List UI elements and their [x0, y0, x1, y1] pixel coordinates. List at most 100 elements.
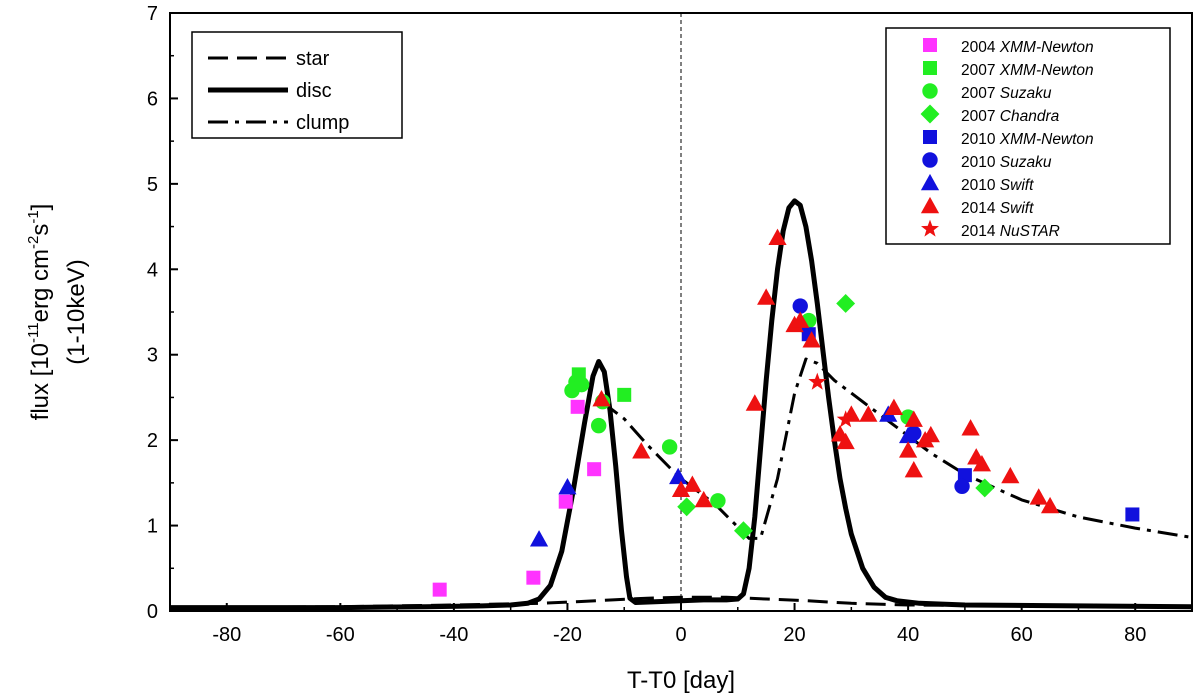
- legend-year: 2007: [961, 108, 1000, 125]
- point-2014-swift: [632, 442, 651, 459]
- data-points: [432, 228, 1140, 597]
- x-tick-label: 40: [897, 624, 919, 646]
- point-2014-swift: [757, 288, 776, 305]
- y-title-s: s: [27, 224, 54, 236]
- legend-star-label: star: [296, 48, 330, 70]
- y-tick-label: 3: [147, 345, 158, 367]
- model-legend-frame: [191, 31, 403, 139]
- point-2014-swift: [802, 331, 821, 348]
- point-2004-xmm-newton: [570, 399, 585, 414]
- point-2014-swift: [899, 441, 918, 458]
- y-title-exp3: -1: [25, 210, 42, 223]
- point-2004-xmm-newton: [526, 570, 541, 585]
- point-2004-xmm-newton: [558, 494, 573, 509]
- point-2014-swift: [884, 398, 904, 415]
- y-title-exp1: -11: [25, 322, 42, 343]
- legend-marker: [920, 104, 940, 124]
- legend-year: 2007: [961, 62, 1000, 79]
- point-2014-swift: [904, 410, 923, 427]
- point-2014-swift: [745, 394, 764, 411]
- legend-marker: [920, 173, 940, 191]
- legend-year: 2014: [961, 223, 1000, 240]
- point-2014-swift: [1040, 496, 1060, 514]
- point-2007-suzaku: [661, 439, 678, 455]
- legend-marker: [922, 152, 938, 168]
- legend-entry-label: 2010 Swift: [961, 177, 1034, 194]
- point-2007-chandra: [677, 497, 697, 517]
- point-2014-nustar: [808, 372, 827, 390]
- point-2007-chandra: [836, 294, 856, 313]
- point-2014-swift: [921, 425, 940, 443]
- point-2010-swift: [558, 478, 577, 495]
- legend-year: 2004: [961, 39, 1000, 56]
- y-tick-label: 6: [147, 88, 158, 110]
- model-curve-star: [170, 595, 1192, 610]
- x-axis-ticks: -80 -60 -40 -20 0 20 40 60 80: [169, 603, 1193, 646]
- point-2007-suzaku: [590, 417, 607, 434]
- point-2014-swift: [1001, 466, 1020, 484]
- x-tick-label: -80: [212, 624, 241, 646]
- x-tick-label: 80: [1124, 624, 1146, 646]
- legend-year: 2010: [961, 177, 1000, 194]
- y-title-mid: erg cm: [27, 249, 54, 322]
- legend-disc-label: disc: [296, 80, 332, 102]
- point-2014-swift: [836, 432, 855, 450]
- point-2014-swift: [592, 390, 611, 407]
- point-2014-swift: [904, 460, 923, 478]
- point-2010-suzaku: [792, 298, 808, 314]
- legend-instrument: XMM-Newton: [999, 62, 1094, 79]
- legend-marker: [922, 83, 938, 99]
- legend-entry-label: 2007 XMM-Newton: [961, 62, 1094, 79]
- y-tick-label: 4: [147, 259, 158, 281]
- legend-entry-label: 2010 XMM-Newton: [961, 131, 1094, 148]
- point-2014-swift: [768, 228, 787, 245]
- legend-instrument: Chandra: [1000, 108, 1060, 125]
- point-2014-nustar: [836, 410, 855, 428]
- legend-instrument: Suzaku: [1000, 154, 1052, 171]
- x-axis-title: T-T0 [day]: [627, 667, 735, 694]
- legend-marker: [923, 130, 937, 144]
- y-axis-ticks: 0 1 2 3 4 5 6 7: [147, 3, 178, 623]
- point-2014-swift: [859, 405, 878, 422]
- model-curve-disc: [170, 198, 1192, 611]
- point-2014-swift: [791, 311, 810, 328]
- y-tick-label: 2: [147, 430, 158, 452]
- legend-marker: [923, 38, 937, 52]
- y-title-exp2: -2: [25, 236, 42, 249]
- legend-marker: [920, 196, 940, 214]
- legend-entry-label: 2014 Swift: [961, 200, 1034, 217]
- legend-entry-label: 2010 Suzaku: [961, 154, 1052, 171]
- legend-year: 2010: [961, 131, 1000, 148]
- x-tick-label: 0: [675, 624, 686, 646]
- x-tick-label: 20: [783, 624, 805, 646]
- y-axis-title-line1: flux [10-11erg cm-2s-1]: [25, 204, 54, 421]
- point-2010-xmm-newton: [1125, 507, 1140, 522]
- y-title-suffix: ]: [27, 204, 54, 211]
- legend-clump-label: clump: [296, 112, 349, 134]
- point-2004-xmm-newton: [432, 582, 447, 597]
- point-2014-swift: [961, 419, 980, 436]
- point-2010-suzaku: [954, 478, 970, 494]
- x-tick-label: 60: [1011, 624, 1033, 646]
- legend-entry-label: 2004 XMM-Newton: [961, 39, 1094, 56]
- y-axis-title: flux [10-11erg cm-2s-1] (1-10keV): [25, 204, 90, 421]
- point-2014-swift: [972, 454, 992, 472]
- x-tick-label: -60: [326, 624, 355, 646]
- point-2004-xmm-newton: [587, 462, 602, 477]
- legend-year: 2007: [961, 85, 1000, 102]
- point-2010-swift: [529, 530, 549, 547]
- point-2014-swift: [1029, 488, 1048, 505]
- point-2007-chandra: [734, 521, 753, 541]
- legend-marker: [921, 219, 939, 237]
- legend-entry-label: 2014 NuSTAR: [961, 223, 1060, 240]
- model-legend: star disc clump: [191, 31, 403, 139]
- legend-entry-label: 2007 Chandra: [961, 108, 1060, 125]
- point-2007-suzaku: [710, 493, 726, 509]
- x-tick-label: -20: [553, 624, 582, 646]
- legend-instrument: XMM-Newton: [999, 131, 1094, 148]
- point-2010-swift: [669, 467, 688, 485]
- y-tick-label: 0: [147, 601, 158, 623]
- x-tick-label: -40: [439, 624, 468, 646]
- legend-marker: [923, 61, 937, 75]
- legend-year: 2010: [961, 154, 1000, 171]
